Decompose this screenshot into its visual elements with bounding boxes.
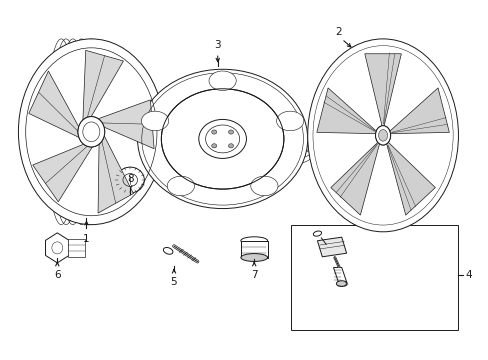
Ellipse shape xyxy=(78,117,104,147)
Text: 1: 1 xyxy=(83,234,90,244)
Ellipse shape xyxy=(167,176,194,196)
Polygon shape xyxy=(29,71,79,138)
Ellipse shape xyxy=(228,130,233,134)
Text: 4: 4 xyxy=(465,270,471,280)
Polygon shape xyxy=(317,237,346,257)
Ellipse shape xyxy=(336,281,346,287)
Ellipse shape xyxy=(276,111,303,131)
Ellipse shape xyxy=(375,126,390,145)
Text: 8: 8 xyxy=(127,174,133,184)
Bar xyxy=(241,241,267,257)
Polygon shape xyxy=(98,135,133,213)
Ellipse shape xyxy=(161,89,284,189)
Ellipse shape xyxy=(137,69,307,208)
Text: 3: 3 xyxy=(214,40,221,50)
Polygon shape xyxy=(83,50,123,120)
Ellipse shape xyxy=(211,130,216,134)
Polygon shape xyxy=(386,142,434,215)
Text: 2: 2 xyxy=(334,27,341,37)
Ellipse shape xyxy=(199,120,246,158)
Polygon shape xyxy=(330,142,379,215)
Polygon shape xyxy=(316,88,376,134)
Ellipse shape xyxy=(78,117,104,147)
Ellipse shape xyxy=(141,111,168,131)
Polygon shape xyxy=(45,233,69,263)
Ellipse shape xyxy=(375,126,390,145)
Text: 7: 7 xyxy=(250,270,257,280)
Ellipse shape xyxy=(211,144,216,148)
Polygon shape xyxy=(333,267,346,282)
Polygon shape xyxy=(389,88,448,134)
Ellipse shape xyxy=(19,39,164,225)
Ellipse shape xyxy=(307,39,458,232)
Bar xyxy=(290,225,458,330)
Polygon shape xyxy=(364,54,401,126)
Ellipse shape xyxy=(241,253,267,261)
Ellipse shape xyxy=(163,247,173,254)
Ellipse shape xyxy=(378,130,387,141)
Text: 5: 5 xyxy=(170,277,177,287)
Ellipse shape xyxy=(116,167,144,193)
Ellipse shape xyxy=(241,237,267,245)
Bar xyxy=(68,239,84,257)
Ellipse shape xyxy=(208,71,236,90)
Ellipse shape xyxy=(228,144,233,148)
Polygon shape xyxy=(98,100,154,149)
Text: 6: 6 xyxy=(54,270,61,280)
Ellipse shape xyxy=(250,176,277,196)
Polygon shape xyxy=(33,144,92,202)
